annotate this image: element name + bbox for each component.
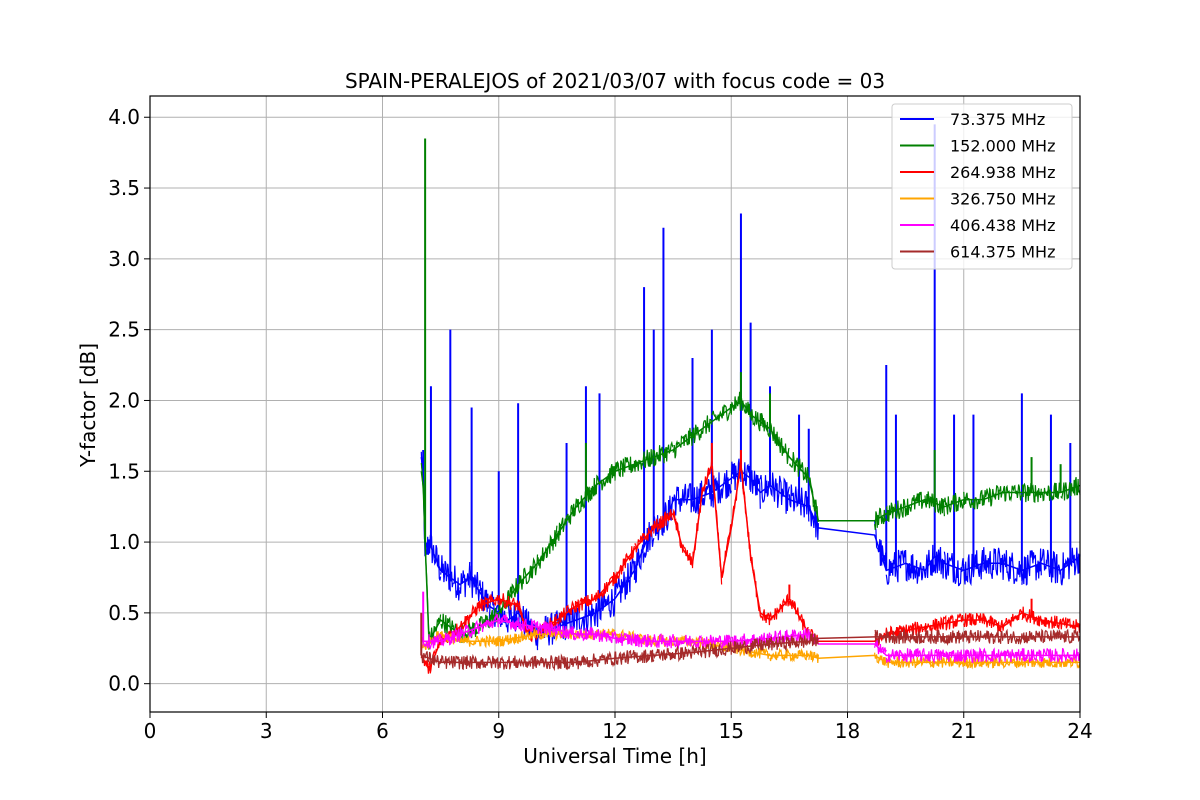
legend-label: 614.375 MHz bbox=[950, 243, 1055, 262]
x-tick-label: 6 bbox=[376, 719, 389, 743]
x-axis-label: Universal Time [h] bbox=[523, 744, 706, 768]
x-tick-label: 9 bbox=[492, 719, 505, 743]
x-tick-label: 12 bbox=[602, 719, 627, 743]
x-tick-label: 15 bbox=[719, 719, 744, 743]
series-noise bbox=[420, 628, 1081, 672]
axis-ticks: 0 3 6 9 12 15 18 21 24 0.0 0.5 1.0 1.5 2.0 2.5 3.0 3.5 4.… bbox=[108, 105, 1093, 743]
legend-box bbox=[891, 103, 1073, 270]
legend-label: 73.375 MHz bbox=[950, 110, 1045, 129]
legend-label: 264.938 MHz bbox=[950, 163, 1055, 182]
x-tick-label: 3 bbox=[260, 719, 273, 743]
legend-label: 152.000 MHz bbox=[950, 137, 1055, 156]
y-tick-label: 0.0 bbox=[108, 672, 140, 696]
x-tick-label: 24 bbox=[1067, 719, 1092, 743]
y-tick-label: 1.5 bbox=[108, 459, 140, 483]
chart-title: SPAIN-PERALEJOS of 2021/03/07 with focus… bbox=[345, 69, 885, 93]
x-tick-label: 0 bbox=[144, 719, 157, 743]
legend: 73.375 MHz 152.000 MHz 264.938 MHz 326.750 … bbox=[891, 103, 1073, 270]
y-tick-label: 2.5 bbox=[108, 318, 140, 342]
x-tick-label: 18 bbox=[835, 719, 860, 743]
legend-label: 406.438 MHz bbox=[950, 216, 1055, 235]
series-5 bbox=[420, 612, 1081, 672]
legend-label: 326.750 MHz bbox=[950, 190, 1055, 209]
y-tick-label: 3.0 bbox=[108, 247, 140, 271]
series-noise bbox=[420, 391, 1081, 650]
x-tick-label: 21 bbox=[951, 719, 976, 743]
y-tick-label: 4.0 bbox=[108, 105, 140, 129]
y-tick-label: 2.0 bbox=[108, 388, 140, 412]
series-line bbox=[421, 619, 1080, 657]
y-tick-label: 1.0 bbox=[108, 530, 140, 554]
y-tick-label: 0.5 bbox=[108, 601, 140, 625]
series-2 bbox=[420, 442, 1081, 674]
y-axis-label: Y-factor [dB] bbox=[76, 343, 100, 468]
y-tick-label: 3.5 bbox=[108, 176, 140, 200]
